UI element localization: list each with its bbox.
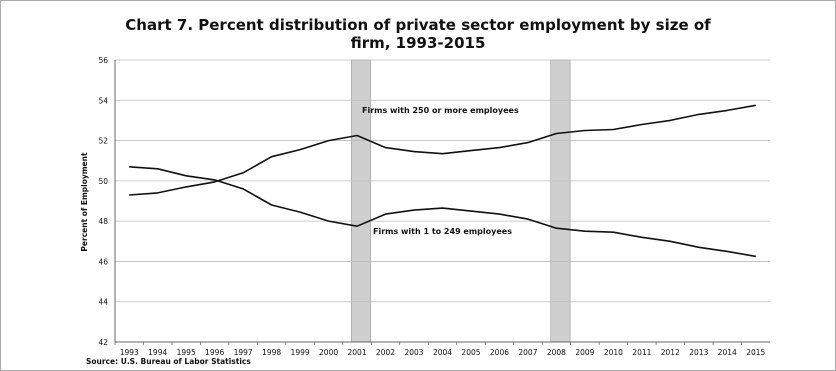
y-tick-46: 46 <box>98 257 108 266</box>
x-tick-2005: 2005 <box>461 348 480 357</box>
x-tick-2007: 2007 <box>518 348 537 357</box>
y-tick-50: 50 <box>98 177 108 186</box>
y-tick-48: 48 <box>98 217 108 226</box>
x-tick-2015: 2015 <box>746 348 765 357</box>
x-tick-2001: 2001 <box>348 348 367 357</box>
recession-band-1 <box>550 59 571 343</box>
x-tick-2014: 2014 <box>718 348 737 357</box>
y-tick-56: 56 <box>98 56 108 65</box>
y-tick-44: 44 <box>98 298 108 307</box>
x-tick-2002: 2002 <box>376 348 395 357</box>
x-tick-2004: 2004 <box>433 348 452 357</box>
source-note: Source: U.S. Bureau of Labor Statistics <box>86 357 251 366</box>
x-tick-1993: 1993 <box>120 348 139 357</box>
gridlines <box>114 59 770 343</box>
x-tick-1997: 1997 <box>234 348 253 357</box>
chart-title-line1: Chart 7. Percent distribution of private… <box>125 16 711 34</box>
x-tick-labels: 1993 1994 1995 1996 1997 1998 1999 2000 2001 2002… <box>114 342 766 357</box>
x-tick-2006: 2006 <box>490 348 509 357</box>
x-tick-2009: 2009 <box>575 348 594 357</box>
y-tick-54: 54 <box>98 96 108 105</box>
x-tick-1995: 1995 <box>177 348 196 357</box>
x-tick-2000: 2000 <box>319 348 338 357</box>
series-line-1 <box>129 166 756 258</box>
x-tick-1998: 1998 <box>262 348 281 357</box>
y-tick-labels: 42 44 46 48 50 52 54 56 <box>98 56 108 347</box>
x-tick-2012: 2012 <box>661 348 680 357</box>
x-tick-2013: 2013 <box>689 348 708 357</box>
x-tick-2003: 2003 <box>404 348 423 357</box>
x-tick-1994: 1994 <box>148 348 167 357</box>
recession-band-0 <box>351 59 372 343</box>
chart-title-line2: firm, 1993-2015 <box>351 34 486 52</box>
series-label-small-firms: Firms with 1 to 249 employees <box>373 227 512 236</box>
x-tick-2008: 2008 <box>547 348 566 357</box>
y-tick-52: 52 <box>98 137 108 146</box>
series-label-large-firms: Firms with 250 or more employees <box>362 106 519 115</box>
y-axis-label: Percent of Employment <box>80 152 89 252</box>
x-tick-1996: 1996 <box>205 348 224 357</box>
x-tick-2010: 2010 <box>604 348 623 357</box>
x-tick-1999: 1999 <box>291 348 310 357</box>
recession-bands <box>351 59 571 343</box>
series-lines <box>129 104 756 258</box>
x-tick-2011: 2011 <box>632 348 651 357</box>
y-tick-42: 42 <box>98 338 108 347</box>
series-line-0 <box>129 104 756 196</box>
